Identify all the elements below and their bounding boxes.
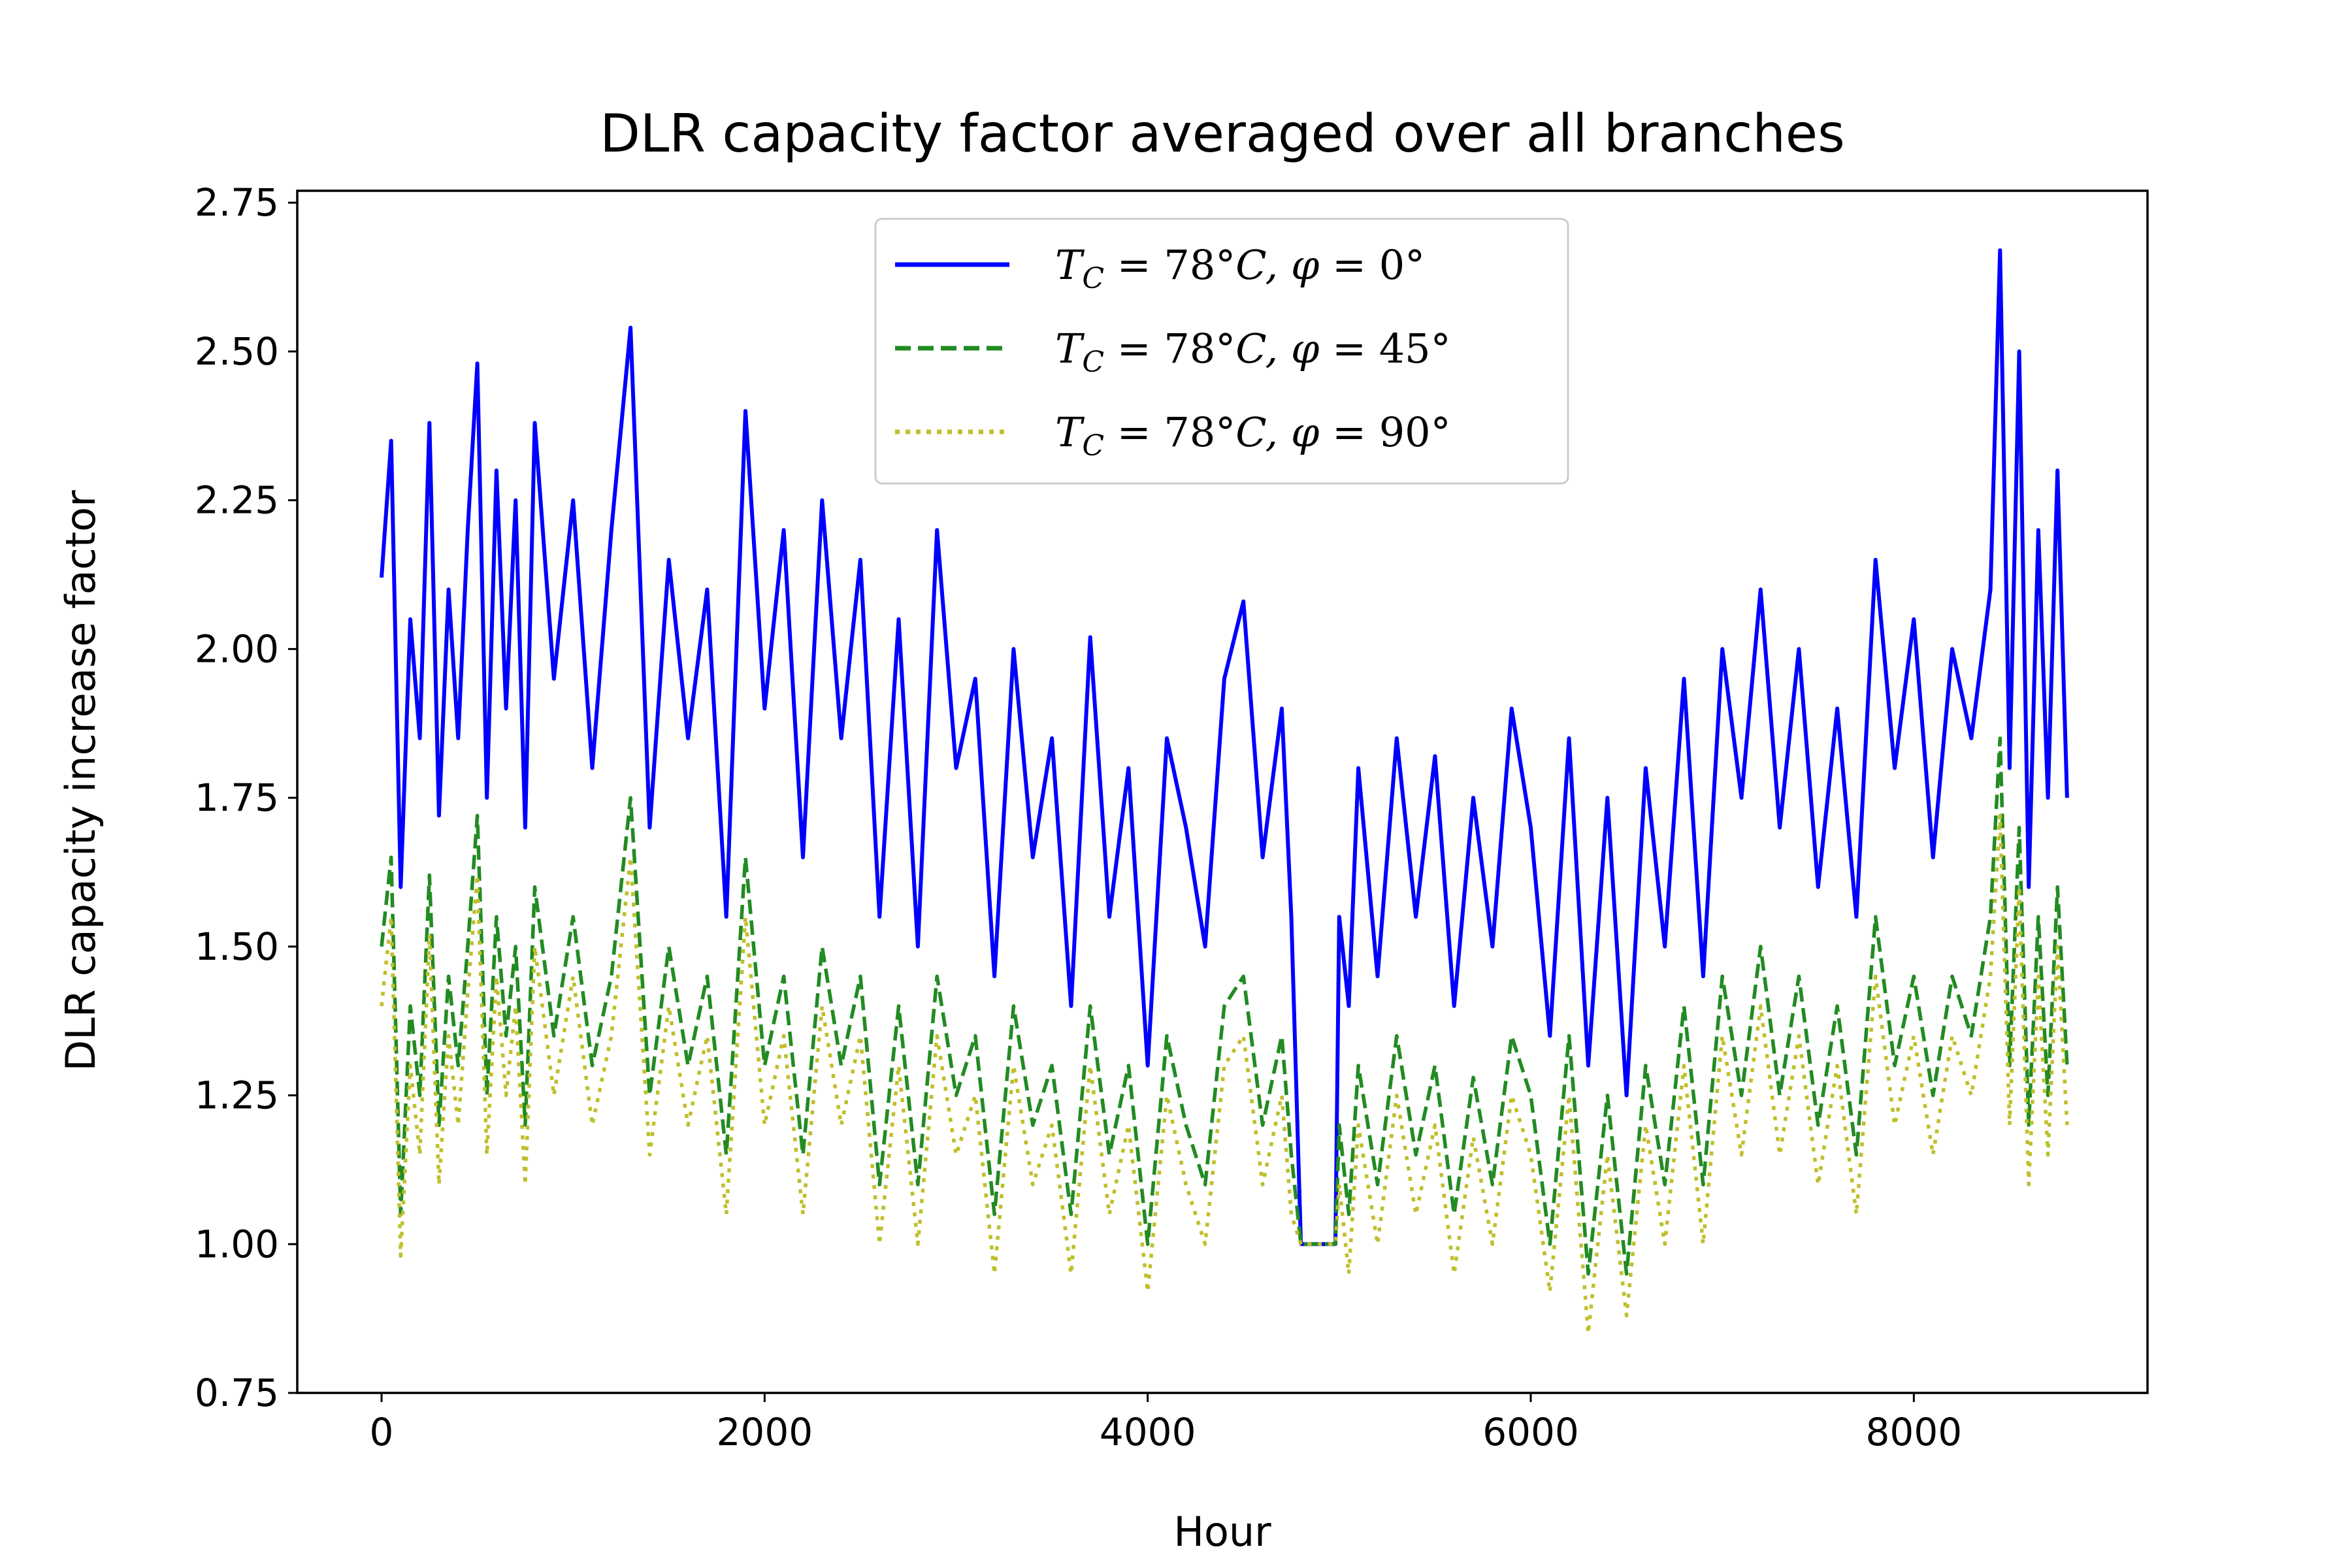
x-tick-label: 0 — [370, 1410, 394, 1454]
y-tick-label: 2.25 — [195, 478, 279, 523]
x-tick-label: 2000 — [717, 1410, 813, 1454]
legend: TC = 78°C, φ = 0° TC = 78°C, φ = 45° TC = … — [874, 218, 1569, 485]
chart-title: DLR capacity factor averaged over all br… — [600, 103, 1845, 164]
series-line-1 — [380, 248, 2069, 1247]
legend-label: TC = 78°C, φ = 90° — [1055, 408, 1451, 463]
x-axis: 0 2000 4000 6000 8000 — [370, 1393, 1963, 1454]
series-line-2 — [380, 736, 2069, 1276]
y-tick-label: 1.50 — [195, 924, 279, 969]
legend-entries: TC = 78°C, φ = 0° TC = 78°C, φ = 45° TC = … — [895, 241, 1451, 463]
legend-label: TC = 78°C, φ = 45° — [1055, 325, 1451, 379]
plot-frame — [296, 189, 2149, 1394]
x-tick-label: 4000 — [1100, 1410, 1196, 1454]
y-tick-label: 2.00 — [195, 627, 279, 671]
x-axis-title: Hour — [1173, 1508, 1271, 1556]
x-tick-label: 8000 — [1866, 1410, 1963, 1454]
y-tick-label: 0.75 — [195, 1371, 279, 1415]
legend-box — [874, 218, 1569, 485]
y-tick-label: 1.25 — [195, 1073, 279, 1118]
legend-label: TC = 78°C, φ = 0° — [1055, 241, 1425, 295]
y-tick-label: 2.50 — [195, 329, 279, 374]
y-axis-title: DLR capacity increase factor — [57, 490, 105, 1071]
x-tick-label: 6000 — [1482, 1410, 1579, 1454]
series-layer — [380, 248, 2069, 1335]
y-tick-label: 1.00 — [195, 1222, 279, 1266]
series-line-3 — [380, 813, 2069, 1335]
y-tick-label: 1.75 — [195, 776, 279, 820]
y-tick-label: 2.75 — [195, 180, 279, 225]
y-axis: 0.75 1.00 1.25 1.50 1.75 2.00 2.25 2.50 2.75 — [195, 180, 297, 1415]
